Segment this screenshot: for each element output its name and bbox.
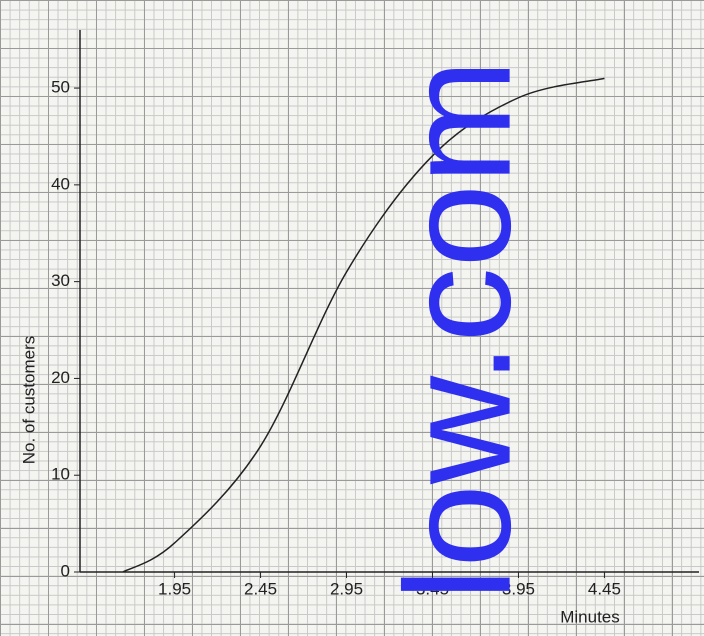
y-tick-label: 10 [51, 465, 70, 484]
x-tick-label: 1.95 [158, 579, 191, 598]
x-tick-label: 4.45 [588, 579, 621, 598]
x-axis-label: Minutes [560, 607, 620, 626]
graph-paper: Minutes No. of customers 0 10 20 30 40 50 1.95… [0, 0, 704, 636]
chart: Minutes No. of customers 0 10 20 30 40 50 1.95… [0, 0, 704, 636]
y-tick-label: 0 [61, 561, 70, 580]
y-tick-label: 40 [51, 174, 70, 193]
x-tick-label: 2.45 [244, 579, 277, 598]
y-tick-label: 30 [51, 271, 70, 290]
watermark: low.com [374, 59, 542, 601]
y-tick-label: 20 [51, 368, 70, 387]
x-tick-label: 2.95 [330, 579, 363, 598]
y-axis-label: No. of customers [19, 336, 38, 465]
y-tick-label: 50 [51, 78, 70, 97]
